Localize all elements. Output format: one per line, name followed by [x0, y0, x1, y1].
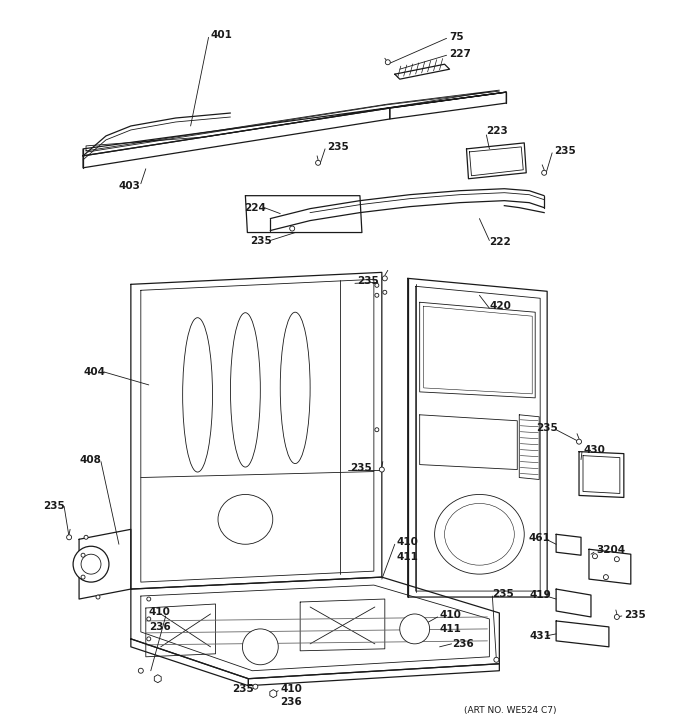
Text: 223: 223: [486, 126, 508, 136]
Text: 410: 410: [396, 537, 419, 547]
Polygon shape: [300, 599, 385, 651]
Text: 420: 420: [490, 301, 511, 311]
Polygon shape: [556, 534, 581, 555]
Circle shape: [542, 170, 547, 175]
Text: 431: 431: [529, 631, 551, 641]
Text: 75: 75: [449, 33, 464, 42]
Polygon shape: [248, 664, 499, 686]
Text: 411: 411: [439, 624, 462, 634]
Text: 235: 235: [327, 142, 349, 152]
Text: 401: 401: [211, 30, 233, 41]
Text: 235: 235: [537, 423, 558, 433]
Polygon shape: [556, 621, 609, 647]
Circle shape: [242, 629, 278, 665]
Polygon shape: [131, 577, 499, 679]
Circle shape: [382, 276, 388, 281]
Circle shape: [375, 283, 379, 287]
Circle shape: [494, 658, 499, 662]
Ellipse shape: [435, 494, 524, 574]
Circle shape: [147, 617, 151, 621]
Circle shape: [379, 467, 384, 472]
Text: 236: 236: [149, 622, 171, 632]
Circle shape: [138, 668, 143, 674]
Text: 235: 235: [350, 463, 372, 473]
Circle shape: [81, 554, 101, 574]
Circle shape: [290, 226, 294, 231]
Polygon shape: [83, 92, 507, 156]
Text: 227: 227: [449, 49, 471, 59]
Circle shape: [400, 614, 430, 644]
Text: 236: 236: [280, 697, 302, 707]
Polygon shape: [146, 604, 216, 657]
Circle shape: [96, 595, 100, 599]
Text: 222: 222: [490, 238, 511, 247]
Polygon shape: [245, 196, 362, 233]
Polygon shape: [589, 550, 631, 584]
Circle shape: [316, 160, 320, 165]
Text: (ART NO. WE524 C7): (ART NO. WE524 C7): [464, 706, 557, 715]
Polygon shape: [420, 415, 517, 470]
Polygon shape: [520, 415, 539, 479]
Polygon shape: [420, 302, 535, 398]
Circle shape: [81, 553, 85, 558]
Circle shape: [73, 546, 109, 582]
Circle shape: [603, 575, 609, 579]
Text: 235: 235: [233, 684, 254, 694]
Circle shape: [67, 535, 71, 540]
Polygon shape: [466, 143, 526, 179]
Text: 235: 235: [624, 610, 645, 620]
Text: 235: 235: [44, 502, 65, 511]
Text: 404: 404: [83, 367, 105, 377]
Text: 419: 419: [529, 590, 551, 600]
Text: 3204: 3204: [596, 545, 625, 555]
Polygon shape: [583, 455, 620, 494]
Circle shape: [577, 439, 581, 444]
Circle shape: [383, 290, 387, 294]
Text: 236: 236: [452, 639, 474, 649]
Text: 235: 235: [357, 276, 379, 286]
Text: 430: 430: [584, 444, 606, 455]
Text: 411: 411: [396, 552, 419, 562]
Ellipse shape: [231, 312, 260, 467]
Polygon shape: [390, 92, 507, 119]
Text: 224: 224: [244, 202, 267, 212]
Text: 403: 403: [119, 181, 141, 191]
Circle shape: [253, 684, 258, 689]
Circle shape: [81, 575, 85, 579]
Circle shape: [147, 597, 151, 601]
Polygon shape: [556, 589, 591, 617]
Text: 410: 410: [280, 684, 302, 694]
Circle shape: [614, 557, 619, 562]
Polygon shape: [131, 639, 248, 686]
Circle shape: [592, 554, 598, 559]
Circle shape: [386, 59, 390, 65]
Circle shape: [375, 428, 379, 431]
Polygon shape: [83, 108, 390, 167]
Text: 235: 235: [554, 146, 576, 156]
Text: 461: 461: [528, 534, 550, 543]
Text: 410: 410: [149, 607, 171, 617]
Polygon shape: [79, 529, 131, 599]
Polygon shape: [395, 65, 449, 79]
Circle shape: [147, 637, 151, 641]
Ellipse shape: [183, 318, 213, 472]
Ellipse shape: [280, 312, 310, 463]
Polygon shape: [141, 585, 490, 671]
Polygon shape: [579, 452, 624, 497]
Text: 235: 235: [250, 236, 272, 247]
Text: 235: 235: [492, 589, 514, 599]
Ellipse shape: [218, 494, 273, 544]
Text: 410: 410: [439, 610, 462, 620]
Circle shape: [375, 294, 379, 297]
Text: 408: 408: [79, 455, 101, 465]
Circle shape: [614, 615, 619, 619]
Polygon shape: [408, 278, 547, 597]
Polygon shape: [131, 273, 382, 589]
Polygon shape: [141, 279, 374, 582]
Polygon shape: [415, 286, 540, 591]
Ellipse shape: [445, 503, 514, 566]
Circle shape: [84, 535, 88, 539]
